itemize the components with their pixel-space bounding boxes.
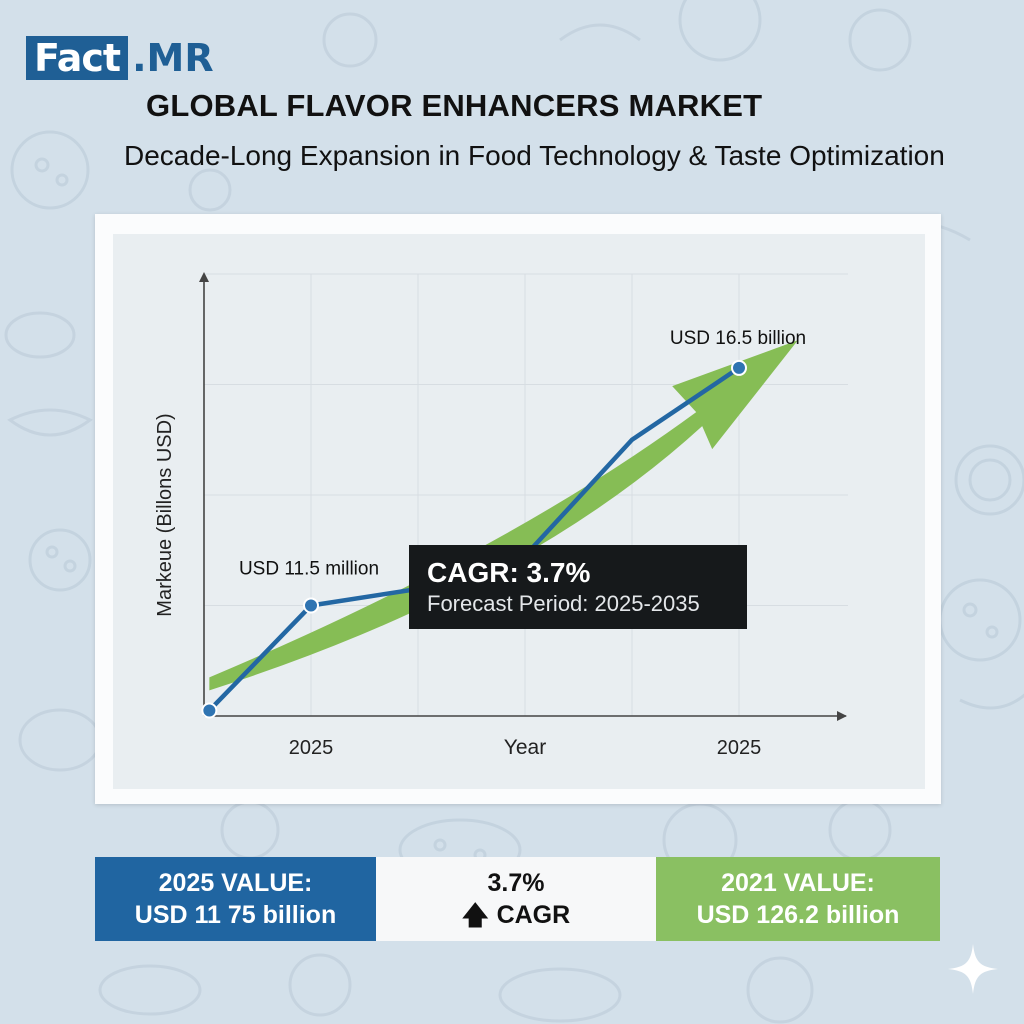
- callout-forecast-period: Forecast Period: 2025-2035: [427, 591, 700, 616]
- annotation-2025-value: USD 11.5 million: [239, 559, 379, 580]
- plot-background: [113, 234, 925, 789]
- y-axis-label: Markeue (Billons USD): [154, 413, 176, 616]
- x-axis-arrowhead: [837, 711, 847, 721]
- logo-text: .MR: [132, 36, 214, 80]
- label-layer: 2025 2025 Year Markeue (Billons USD) USD 11.…: [154, 328, 806, 759]
- data-point: [201, 702, 218, 719]
- stat-2021-label: 2021 VALUE:: [721, 869, 875, 897]
- stat-cagr: 3.7% 🡅 CAGR: [376, 857, 656, 941]
- page-title: GLOBAL FLAVOR ENHANCERS MARKET: [146, 88, 763, 123]
- page-subtitle: Decade-Long Expansion in Food Technology…: [124, 140, 945, 171]
- stat-cagr-label: CAGR: [496, 901, 571, 929]
- stat-2025-amount: USD 11 75 billion: [134, 901, 337, 929]
- line-chart: 2025 2025 Year Markeue (Billons USD) USD 11.…: [113, 234, 925, 789]
- logo-mark: Fact: [26, 36, 129, 80]
- stat-cagr-value: 3.7%: [487, 869, 545, 897]
- axes: [199, 272, 847, 721]
- y-axis-arrowhead: [199, 272, 209, 282]
- sparkle-icon: [948, 944, 998, 994]
- chart-panel: 2025 2025 Year Markeue (Billons USD) USD 11.…: [95, 214, 941, 804]
- x-tick-label: 2025: [289, 737, 334, 759]
- callout-cagr: CAGR: 3.7%: [427, 557, 591, 588]
- up-arrow-icon: 🡅: [461, 900, 489, 930]
- stat-2021-value: 2021 VALUE: USD 126.2 billion: [656, 857, 940, 941]
- data-point: [731, 359, 747, 376]
- stat-2025-value: 2025 VALUE: USD 11 75 billion: [95, 857, 376, 941]
- x-axis-label: Year: [504, 736, 546, 759]
- cagr-callout: CAGR: 3.7% Forecast Period: 2025-2035: [409, 545, 747, 629]
- stat-2025-label: 2025 VALUE:: [158, 869, 313, 897]
- stat-2021-amount: USD 126.2 billion: [696, 901, 900, 929]
- data-point: [303, 597, 319, 614]
- brand-logo: Fact .MR: [26, 36, 214, 80]
- x-tick-label: 2025: [717, 737, 762, 759]
- annotation-2035-value: USD 16.5 billion: [670, 328, 806, 349]
